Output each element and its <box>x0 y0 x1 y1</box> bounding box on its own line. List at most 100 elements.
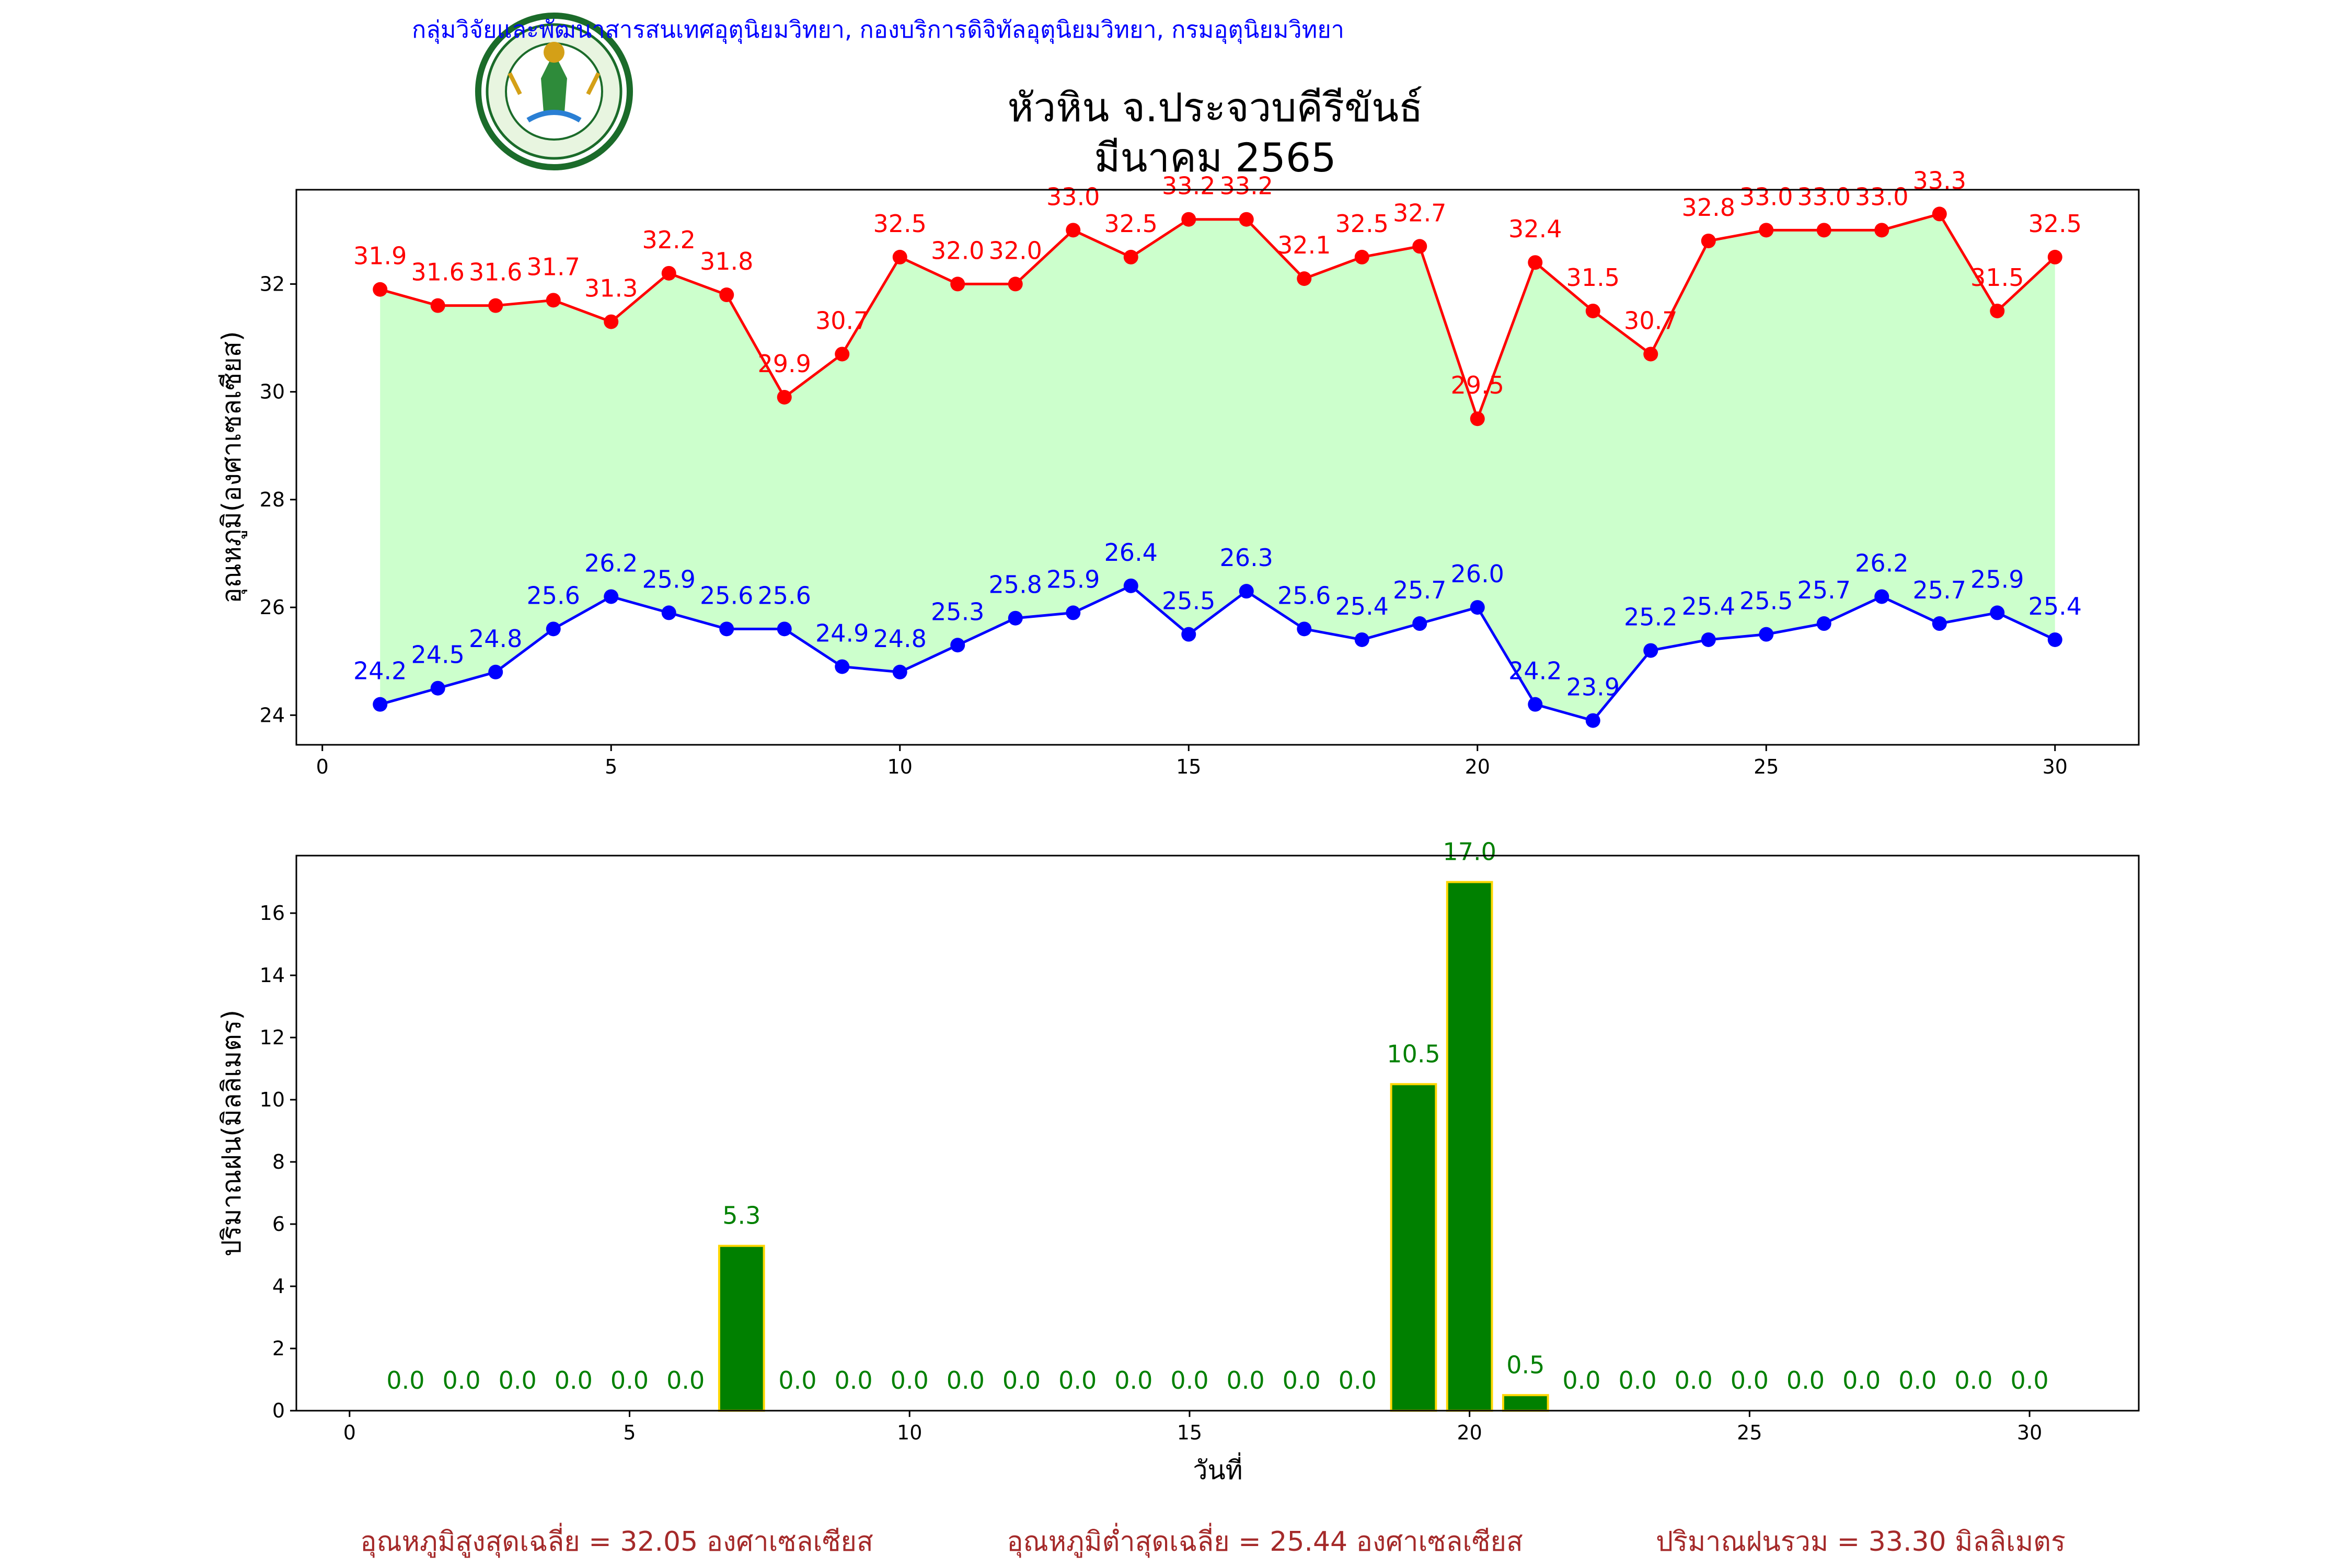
max-temp-point <box>1354 249 1369 264</box>
meteorological-department-logo <box>475 13 633 170</box>
min-temp-point <box>892 664 907 679</box>
min-temp-point <box>1528 697 1543 712</box>
summary-total-rain: ปริมาณฝนรวม = 33.30 มิลลิเมตร <box>1656 1526 2066 1558</box>
min-temp-data-label: 25.9 <box>1046 565 1100 593</box>
max-temp-line <box>379 212 2056 423</box>
min-temp-data-label: 24.9 <box>815 619 869 647</box>
min-temp-data-label: 23.9 <box>1566 673 1620 701</box>
rainfall-y-tick-label: 4 <box>272 1275 285 1298</box>
min-temp-data-label: 24.2 <box>353 657 407 685</box>
max-temp-point <box>1470 411 1485 426</box>
min-temp-point <box>1874 589 1889 604</box>
organization-header: กลุ่มวิจัยและพัฒนาสารสนเทศอุตุนิยมวิทยา,… <box>412 16 1344 44</box>
max-temp-point <box>1528 255 1543 270</box>
min-temp-point <box>1354 632 1369 647</box>
max-temp-point <box>1066 223 1081 238</box>
max-temp-point <box>1412 239 1427 254</box>
rainfall-data-label: 0.0 <box>1898 1366 1936 1394</box>
min-temp-point <box>546 621 561 637</box>
min-temp-point <box>777 621 792 637</box>
max-temp-data-label: 31.3 <box>584 274 638 303</box>
min-temp-point <box>430 681 445 696</box>
temperature-x-tick-label: 5 <box>605 755 617 778</box>
min-temp-point <box>1643 643 1658 658</box>
max-temp-data-label: 33.2 <box>1220 172 1273 200</box>
min-temp-point <box>1701 632 1716 647</box>
min-temp-data-label: 25.7 <box>1393 576 1446 604</box>
rainfall-bar <box>718 1244 765 1412</box>
min-temp-data-label: 25.3 <box>931 597 984 626</box>
max-temp-data-label: 32.5 <box>1104 210 1158 238</box>
max-temp-point <box>950 276 965 292</box>
rainfall-x-tick-label: 0 <box>343 1421 356 1444</box>
max-temp-data-label: 30.7 <box>1624 306 1677 335</box>
max-temp-data-label: 33.0 <box>1739 182 1793 211</box>
min-temp-data-label: 25.4 <box>2028 592 2082 620</box>
rainfall-x-tick-label: 15 <box>1177 1421 1202 1444</box>
rainfall-x-tick-label: 25 <box>1737 1421 1762 1444</box>
rainfall-data-label: 0.0 <box>666 1366 705 1394</box>
temperature-x-tick-label: 0 <box>316 755 329 778</box>
max-temp-point <box>1123 249 1138 264</box>
rainfall-y-tick-label: 10 <box>260 1088 285 1111</box>
rainfall-bar <box>1502 1394 1549 1412</box>
min-temp-point <box>1412 616 1427 631</box>
max-temp-data-label: 32.0 <box>989 236 1042 264</box>
min-temp-data-label: 25.2 <box>1624 603 1677 631</box>
max-temp-point <box>1643 347 1658 362</box>
max-temp-point <box>1008 276 1023 292</box>
max-temp-point <box>661 266 676 281</box>
min-temp-point <box>2047 632 2062 647</box>
min-temp-data-label: 24.5 <box>411 641 465 669</box>
max-temp-data-label: 31.5 <box>1970 263 2024 292</box>
summary-avg-min-temp: อุณหภูมิต่ำสุดเฉลี่ย = 25.44 องศาเซลเซีย… <box>1007 1523 1523 1558</box>
max-temp-point <box>430 298 445 313</box>
max-temp-point <box>1990 303 2005 318</box>
rainfall-data-label: 0.0 <box>610 1366 649 1394</box>
max-temp-point <box>488 298 503 313</box>
min-temp-point <box>661 605 676 620</box>
rainfall-data-label: 0.5 <box>1506 1351 1544 1379</box>
rainfall-data-label: 0.0 <box>1002 1366 1041 1394</box>
rainfall-data-label: 5.3 <box>722 1202 760 1230</box>
rainfall-data-label: 0.0 <box>778 1366 816 1394</box>
rainfall-data-label: 0.0 <box>442 1366 480 1394</box>
rainfall-x-tick-label: 30 <box>2017 1421 2042 1444</box>
temperature-y-tick-label: 28 <box>260 488 285 511</box>
rainfall-data-label: 0.0 <box>1786 1366 1825 1394</box>
min-temp-data-label: 25.8 <box>989 571 1042 599</box>
summary-avg-max-temp: อุณหภูมิสูงสุดเฉลี่ย = 32.05 องศาเซลเซีย… <box>360 1523 873 1558</box>
rainfall-data-label: 10.5 <box>1387 1040 1440 1068</box>
rainfall-data-label: 0.0 <box>1114 1366 1152 1394</box>
min-temp-point <box>719 621 734 637</box>
max-temp-data-label: 31.6 <box>469 258 522 286</box>
max-temp-point <box>1239 212 1254 227</box>
min-temp-data-label: 25.7 <box>1797 576 1851 604</box>
min-temp-point <box>835 659 850 674</box>
min-temp-point <box>1759 627 1774 642</box>
max-temp-data-label: 30.7 <box>815 306 869 335</box>
min-temp-point <box>1990 605 2005 620</box>
min-temp-point <box>1816 616 1831 631</box>
rainfall-data-label: 0.0 <box>1675 1366 1713 1394</box>
max-temp-data-label: 32.5 <box>2028 210 2082 238</box>
rainfall-data-label: 0.0 <box>1226 1366 1264 1394</box>
min-temp-point <box>1181 627 1196 642</box>
rainfall-y-tick-label: 2 <box>272 1337 285 1360</box>
temperature-y-tick-label: 26 <box>260 596 285 619</box>
rainfall-data-label: 17.0 <box>1443 838 1496 866</box>
max-temp-point <box>604 314 619 329</box>
max-temp-data-label: 32.5 <box>1335 210 1389 238</box>
min-temp-point <box>1932 616 1947 631</box>
min-temp-data-label: 24.8 <box>469 625 522 653</box>
max-temp-data-label: 33.0 <box>1797 182 1851 211</box>
max-temp-data-label: 31.5 <box>1566 263 1620 292</box>
min-temp-point <box>1066 605 1081 620</box>
temperature-y-tick-label: 30 <box>260 381 285 403</box>
max-temp-data-label: 33.0 <box>1046 182 1100 211</box>
min-temp-data-label: 25.5 <box>1739 587 1793 615</box>
min-temp-data-label: 24.2 <box>1508 657 1562 685</box>
min-temp-data-label: 26.2 <box>584 549 638 577</box>
rainfall-y-tick-label: 16 <box>260 902 285 925</box>
min-temp-data-label: 24.8 <box>873 625 927 653</box>
